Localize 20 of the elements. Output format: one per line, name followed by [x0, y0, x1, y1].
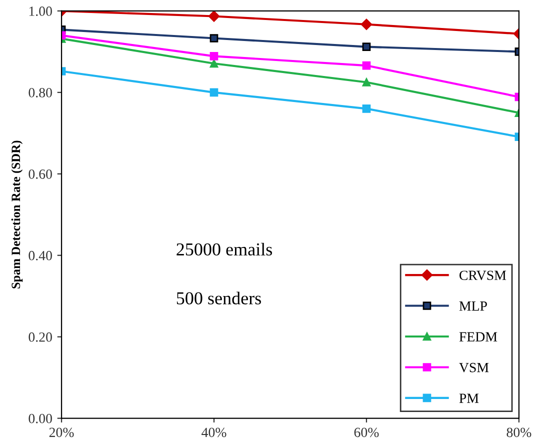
- legend-label: CRVSM: [460, 270, 506, 280]
- x-tick-label: 80%: [506, 428, 532, 438]
- legend-label: FEDM: [459, 332, 498, 342]
- legend-label: PM: [459, 394, 479, 403]
- y-tick-label: 0.00: [28, 414, 52, 424]
- x-tick-label: 60%: [354, 428, 379, 438]
- x-tick-label: 20%: [49, 428, 74, 438]
- y-tick-label: 1.00: [29, 6, 52, 16]
- legend-label: MLP: [459, 302, 487, 311]
- point: [208, 10, 220, 22]
- y-axis-title: Spam Detection Rate (SDR): [11, 140, 23, 288]
- point: [360, 18, 372, 30]
- y-tick-label: 0.60: [28, 169, 52, 179]
- x-tick-label: 40%: [202, 428, 226, 438]
- y-tick-label: 0.80: [28, 88, 52, 98]
- annotation: 25000 emails: [176, 242, 272, 256]
- y-tick-label: 0.40: [28, 250, 52, 260]
- legend-label: VSM: [459, 362, 489, 372]
- y-tick-label: 0.20: [28, 332, 52, 342]
- annotation: 500 senders: [176, 292, 261, 304]
